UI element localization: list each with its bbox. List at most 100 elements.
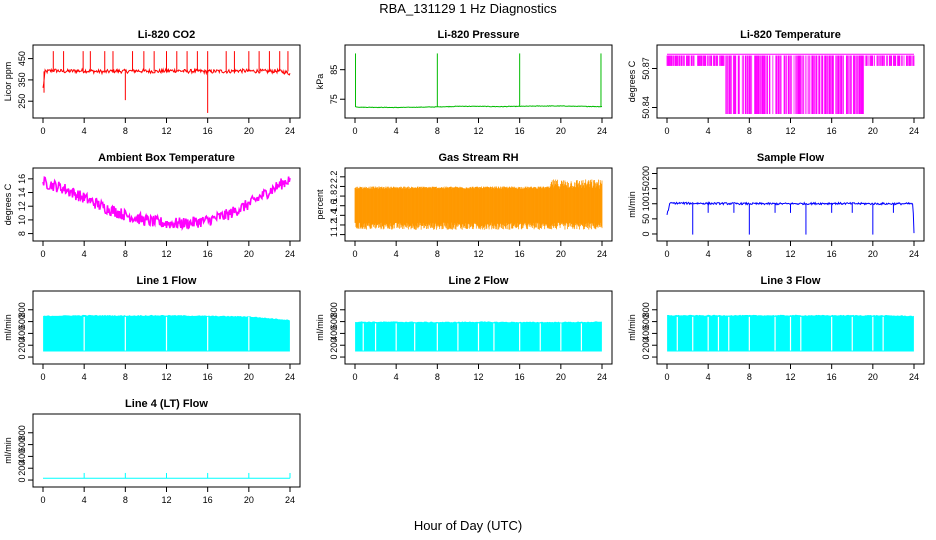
- x-tick-label: 4: [706, 249, 711, 259]
- y-tick-label: 350: [17, 72, 27, 87]
- y-tick-label: 800: [329, 302, 339, 317]
- x-tick-label: 12: [161, 126, 171, 136]
- x-tick-label: 24: [285, 372, 295, 382]
- series-line: [42, 176, 291, 231]
- x-tick-label: 12: [785, 372, 795, 382]
- y-tick-label: 12: [17, 201, 27, 211]
- panel-title: Sample Flow: [757, 152, 825, 164]
- x-tick-label: 16: [827, 249, 837, 259]
- y-tick-label: 50: [641, 214, 651, 224]
- y-tick-label: 85: [329, 65, 339, 75]
- panel-title: Line 1 Flow: [137, 275, 197, 287]
- y-tick-label: 14: [17, 188, 27, 198]
- y-axis-label: ml/min: [315, 314, 325, 341]
- y-tick-label: 600: [17, 314, 27, 329]
- y-tick-label: 1: [329, 232, 339, 237]
- x-tick-label: 4: [394, 249, 399, 259]
- series-area: [43, 314, 290, 352]
- panel-title: Gas Stream RH: [438, 152, 518, 164]
- series-area: [43, 472, 291, 479]
- x-tick-label: 16: [515, 249, 525, 259]
- y-tick-label: 150: [641, 181, 651, 196]
- x-tick-label: 20: [556, 249, 566, 259]
- y-tick-label: 800: [17, 302, 27, 317]
- y-tick-label: 1.8: [329, 190, 339, 203]
- panel-9: Line 4 (LT) Flow 0 4 8 12 16 20 24 0 200400600800…: [3, 398, 301, 505]
- x-tick-label: 0: [40, 372, 45, 382]
- y-tick-label: 600: [17, 437, 27, 452]
- series-area: [42, 176, 291, 231]
- x-tick-label: 20: [244, 249, 254, 259]
- y-tick-label: 1.6: [329, 199, 339, 212]
- panel-4: Gas Stream RH 0 4 8 12 16 20 24 11.21.41.61.822.…: [315, 152, 613, 259]
- x-tick-label: 0: [664, 126, 669, 136]
- x-tick-label: 16: [515, 126, 525, 136]
- series-area: [354, 179, 603, 230]
- x-tick-label: 16: [827, 126, 837, 136]
- series-area: [355, 53, 603, 109]
- x-tick-label: 16: [827, 372, 837, 382]
- x-tick-label: 20: [868, 126, 878, 136]
- x-tick-label: 12: [473, 372, 483, 382]
- x-tick-label: 24: [597, 249, 607, 259]
- x-tick-label: 20: [868, 249, 878, 259]
- series-line: [355, 105, 603, 109]
- x-tick-label: 24: [597, 372, 607, 382]
- y-tick-label: 0: [329, 355, 339, 360]
- x-tick-label: 0: [40, 495, 45, 505]
- y-tick-label: 400: [17, 449, 27, 464]
- x-tick-label: 12: [473, 249, 483, 259]
- y-axis-label: ml/min: [627, 191, 637, 218]
- panel-title: Line 2 Flow: [449, 275, 509, 287]
- figure-title: RBA_131129 1 Hz Diagnostics: [379, 1, 557, 16]
- x-tick-label: 12: [785, 249, 795, 259]
- x-tick-label: 24: [285, 495, 295, 505]
- x-tick-label: 24: [597, 126, 607, 136]
- y-tick-label: 0: [641, 355, 651, 360]
- y-axis-label: ml/min: [3, 437, 13, 464]
- x-tick-label: 8: [123, 249, 128, 259]
- x-tick-label: 0: [664, 249, 669, 259]
- y-tick-label: 450: [17, 51, 27, 66]
- x-tick-label: 8: [747, 372, 752, 382]
- x-tick-label: 16: [515, 372, 525, 382]
- series-line: [42, 67, 291, 88]
- series-area: [666, 53, 915, 114]
- x-tick-label: 0: [352, 372, 357, 382]
- y-tick-label: 800: [17, 425, 27, 440]
- panel-title: Line 3 Flow: [761, 275, 821, 287]
- x-tick-label: 16: [203, 372, 213, 382]
- x-tick-label: 16: [203, 126, 213, 136]
- x-tick-label: 8: [123, 372, 128, 382]
- panel-title: Line 4 (LT) Flow: [125, 398, 208, 410]
- series-area: [666, 201, 915, 235]
- x-tick-label: 0: [40, 249, 45, 259]
- x-tick-label: 24: [285, 249, 295, 259]
- x-tick-label: 12: [785, 126, 795, 136]
- panel-title: Li-820 Pressure: [438, 29, 520, 41]
- y-tick-label: 200: [17, 461, 27, 476]
- x-tick-label: 24: [909, 372, 919, 382]
- x-tick-label: 8: [435, 249, 440, 259]
- x-tick-label: 16: [203, 495, 213, 505]
- x-tick-label: 8: [435, 372, 440, 382]
- y-tick-label: 100: [641, 196, 651, 211]
- y-tick-label: 2.2: [329, 171, 339, 184]
- y-axis-label: Licor ppm: [3, 62, 13, 102]
- x-tick-label: 12: [161, 495, 171, 505]
- panel-title: Li-820 CO2: [138, 29, 195, 41]
- y-axis-label: degrees C: [627, 60, 637, 102]
- x-tick-label: 20: [244, 126, 254, 136]
- panel-1: Li-820 Pressure 0 4 8 12 16 20 24 75 85 kPa: [315, 29, 613, 136]
- x-tick-label: 4: [82, 126, 87, 136]
- x-tick-label: 16: [203, 249, 213, 259]
- x-tick-label: 20: [556, 126, 566, 136]
- series-area: [355, 321, 602, 352]
- y-axis-label: ml/min: [3, 314, 13, 341]
- x-tick-label: 24: [909, 126, 919, 136]
- y-tick-label: 1.2: [329, 219, 339, 232]
- x-tick-label: 4: [82, 249, 87, 259]
- x-tick-label: 4: [706, 372, 711, 382]
- panel-2: Li-820 Temperature 0 4 8 12 16 20 24 50.84 50.87 d…: [627, 29, 925, 136]
